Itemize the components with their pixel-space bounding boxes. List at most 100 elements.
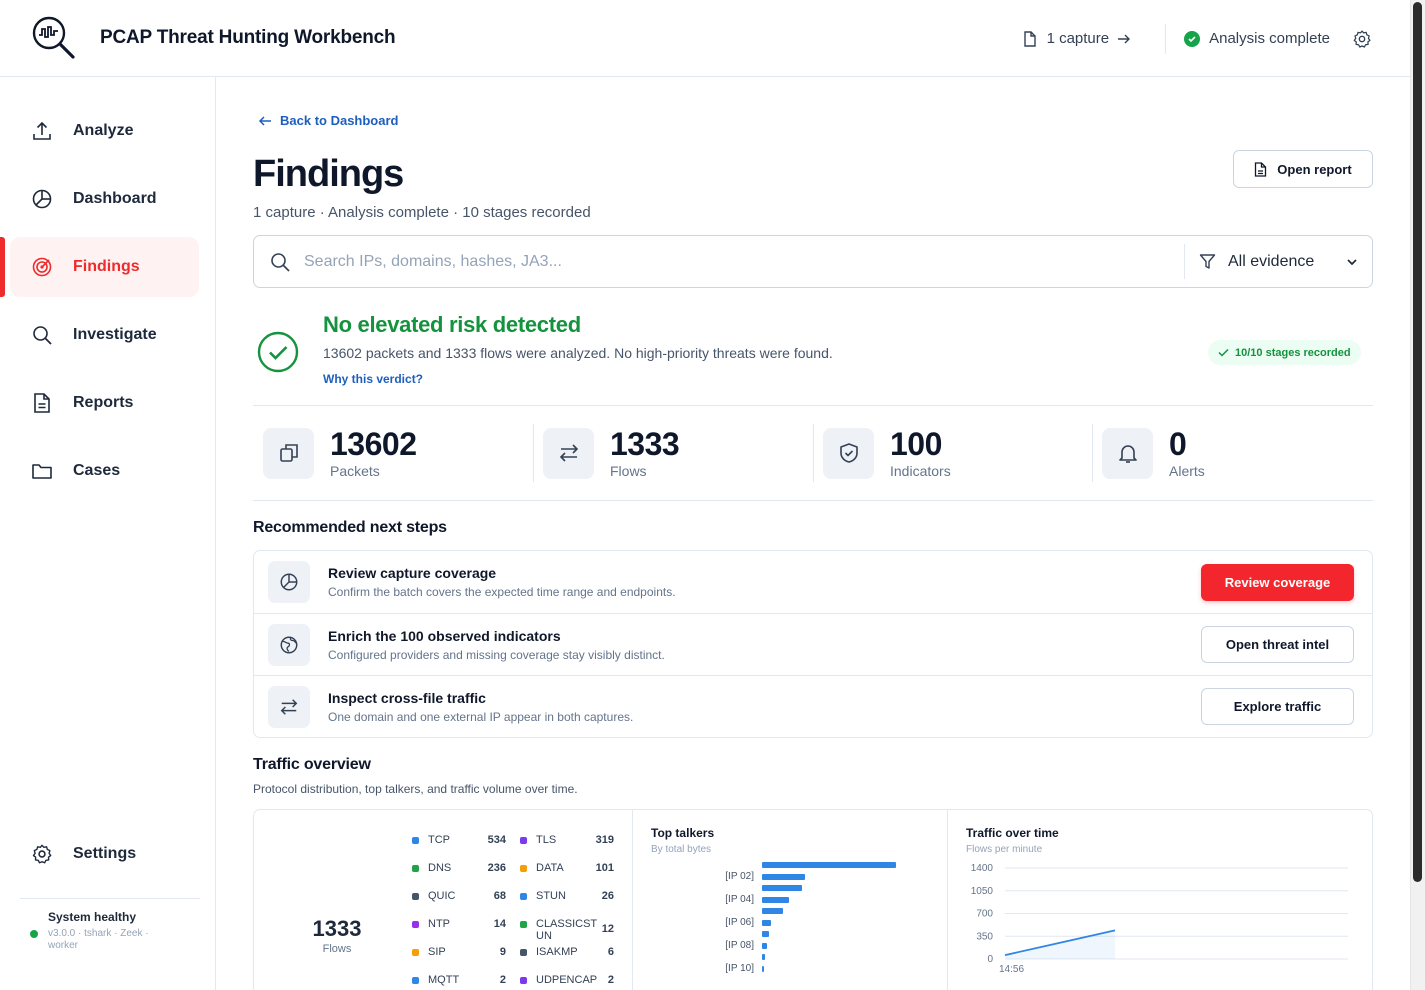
brand[interactable]: PCAP Threat Hunting Workbench <box>30 14 396 62</box>
back-to-dashboard-link[interactable]: Back to Dashboard <box>258 113 398 128</box>
y-tick-label: 350 <box>976 931 993 942</box>
check-circle-icon <box>1184 30 1201 47</box>
protocol-name: DNS <box>428 862 452 874</box>
shield-check-icon <box>823 427 874 479</box>
stat-label: Alerts <box>1169 463 1205 479</box>
y-tick-label: 1400 <box>971 863 994 874</box>
open-report-button[interactable]: Open report <box>1233 150 1373 188</box>
sidebar-item-reports[interactable]: Reports <box>10 373 199 433</box>
stat-separator <box>813 424 814 482</box>
review-coverage-button[interactable]: Review coverage <box>1201 563 1354 601</box>
protocol-legend-item: CLASSICSTUN <box>520 918 598 942</box>
step-description: One domain and one external IP appear in… <box>328 709 634 724</box>
protocol-name: STUN <box>536 890 566 902</box>
chevron-down-icon <box>1346 258 1358 266</box>
protocol-count: 236 <box>487 862 506 874</box>
legend-swatch <box>520 837 527 844</box>
sidebar-item-label: Settings <box>73 845 137 862</box>
talker-bar <box>762 896 789 903</box>
sidebar-item-settings[interactable]: Settings <box>10 824 199 884</box>
divider <box>253 405 1373 406</box>
verdict-title: No elevated risk detected <box>323 312 581 337</box>
protocol-count: 534 <box>487 834 506 846</box>
next-steps-list: Review capture coverage Confirm the batc… <box>253 550 1373 738</box>
sidebar-item-label: Analyze <box>73 122 134 139</box>
list-item: Review capture coverage Confirm the batc… <box>254 551 1372 613</box>
traffic-overview-subtitle: Protocol distribution, top talkers, and … <box>253 782 578 796</box>
page-subtitle: 1 capture · Analysis complete · 10 stage… <box>253 204 591 221</box>
protocol-legend-item: MQTT <box>412 974 490 986</box>
stat-flows: 1333 Flows <box>543 424 680 482</box>
sidebar-item-findings[interactable]: Findings <box>0 237 199 297</box>
y-tick-label: 1050 <box>971 886 994 897</box>
divider <box>253 500 1373 501</box>
why-this-verdict-link[interactable]: Why this verdict? <box>323 372 424 386</box>
sidebar-item-label: Findings <box>73 258 140 275</box>
protocol-count: 319 <box>595 834 614 846</box>
stat-label: Flows <box>610 463 647 479</box>
legend-swatch <box>520 865 527 872</box>
protocol-name: NTP <box>428 918 450 930</box>
legend-swatch <box>412 921 419 928</box>
protocol-legend-item: DNS <box>412 862 490 874</box>
next-steps-title: Recommended next steps <box>253 519 447 536</box>
scrollbar[interactable] <box>1410 0 1425 990</box>
arrows-exchange-icon <box>543 427 594 479</box>
upload-icon <box>31 120 53 142</box>
filter-icon <box>1199 253 1216 270</box>
protocol-legend-item: TCP <box>412 834 490 846</box>
search-input[interactable]: Search IPs, domains, hashes, JA3... <box>304 252 562 270</box>
protocol-legend-item: TLS <box>520 834 598 846</box>
captures-link[interactable]: 1 capture <box>1023 23 1167 54</box>
step-description: Confirm the batch covers the expected ti… <box>328 585 676 599</box>
scrollbar-thumb[interactable] <box>1413 2 1422 882</box>
health-details: v3.0.0 · tshark · Zeek · worker <box>48 928 149 951</box>
list-item: Inspect cross-file traffic One domain an… <box>254 675 1372 737</box>
sidebar-divider <box>20 898 200 899</box>
target-icon <box>31 256 53 278</box>
talker-bar <box>762 965 764 972</box>
stat-label: Indicators <box>890 463 951 479</box>
evidence-filter-select[interactable]: All evidence <box>1184 244 1372 279</box>
sidebar-item-label: Reports <box>73 394 134 411</box>
analysis-status-label: Analysis complete <box>1209 30 1330 47</box>
top-talkers-subtitle: By total bytes <box>651 844 712 855</box>
top-talkers-title: Top talkers <box>651 826 715 840</box>
arrow-right-icon <box>1118 34 1131 43</box>
y-tick-label: 0 <box>987 954 993 965</box>
protocol-count: 14 <box>493 918 506 930</box>
sidebar-item-cases[interactable]: Cases <box>10 441 199 501</box>
protocol-name: TCP <box>428 834 450 846</box>
sidebar-item-dashboard[interactable]: Dashboard <box>10 169 199 229</box>
legend-swatch <box>412 893 419 900</box>
copy-icon <box>263 427 314 479</box>
protocol-legend-item: UDPENCAP <box>520 974 598 986</box>
explore-traffic-button[interactable]: Explore traffic <box>1201 688 1354 725</box>
open-threat-intel-button[interactable]: Open threat intel <box>1201 626 1354 663</box>
step-title: Review capture coverage <box>328 565 497 581</box>
gear-icon <box>31 843 53 865</box>
stat-value: 1333 <box>610 426 680 462</box>
traffic-over-time-chart: 1400 1050 700 350 0 14:56 <box>971 863 1348 975</box>
protocol-legend-item: QUIC <box>412 890 490 902</box>
talker-bar <box>762 931 769 937</box>
talker-label: [IP 06] <box>725 917 754 928</box>
open-report-label: Open report <box>1277 161 1352 177</box>
talker-bar <box>762 919 772 926</box>
stat-alerts: 0 Alerts <box>1102 424 1205 482</box>
x-tick-label: 14:56 <box>999 964 1024 975</box>
panel-separator <box>947 810 948 990</box>
sidebar-item-analyze[interactable]: Analyze <box>10 101 199 161</box>
main-content: Back to Dashboard Findings 1 capture · A… <box>216 77 1410 990</box>
talker-bar <box>762 885 803 891</box>
step-title: Enrich the 100 observed indicators <box>328 627 561 644</box>
stat-value: 100 <box>890 426 942 462</box>
pie-chart-icon <box>31 188 53 210</box>
protocol-count: 9 <box>499 946 506 958</box>
search-icon <box>270 252 290 272</box>
protocol-name: UDPENCAP <box>536 974 598 986</box>
gear-icon[interactable] <box>1352 29 1372 49</box>
sidebar-item-investigate[interactable]: Investigate <box>10 305 199 365</box>
stages-recorded-badge: 10/10 stages recorded <box>1208 340 1361 365</box>
document-icon <box>31 392 53 414</box>
